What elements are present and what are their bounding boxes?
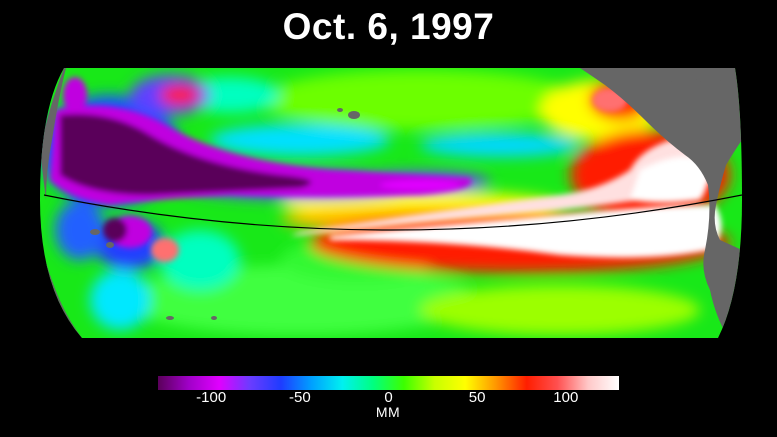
legend-tick-label: -50 [289,389,311,406]
legend-tick-label: 50 [468,389,486,406]
legend-color-bar [158,376,619,390]
legend-unit-label: MM [375,404,401,420]
color-legend [158,376,619,390]
map-title: Oct. 6, 1997 [282,6,495,47]
ocean-field [40,68,742,338]
legend-tick-label: 100 [553,389,579,406]
legend-tick-label: -100 [196,389,227,406]
equator-line [43,194,742,231]
legend-tick-label: 0 [384,389,393,406]
